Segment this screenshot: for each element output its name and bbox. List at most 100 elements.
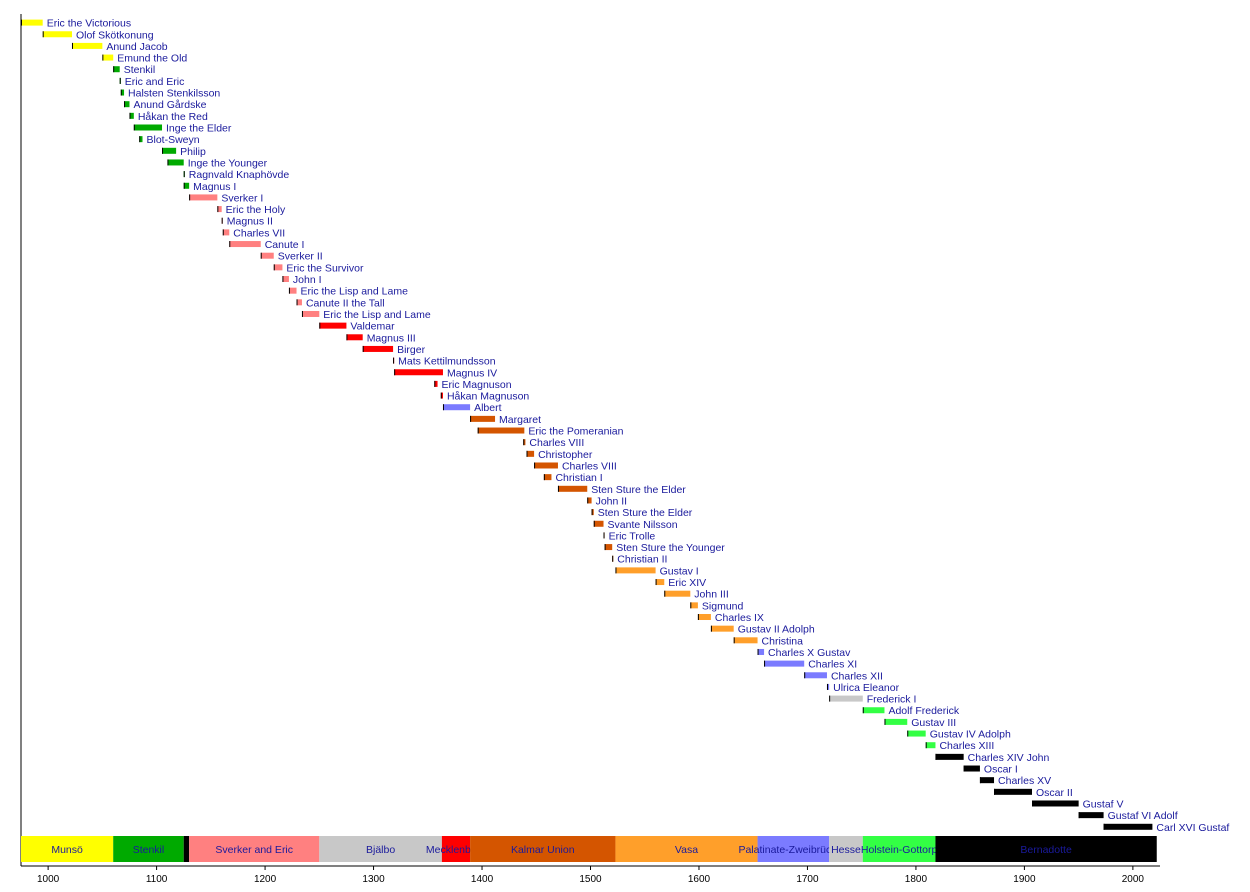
ruler-bar: [615, 567, 656, 574]
ruler-bar: [829, 695, 863, 702]
dynasty-band-label: Sverker and Eric: [215, 844, 293, 856]
ruler-label: Inge the Elder: [166, 122, 232, 134]
ruler-bar: [710, 625, 734, 632]
ruler-bar: [42, 31, 72, 38]
ruler-label: Eric Magnuson: [442, 379, 512, 391]
ruler-label: Christopher: [538, 449, 593, 461]
ruler-bar: [139, 136, 143, 143]
ruler-label: Magnus II: [227, 216, 273, 228]
ruler-bar: [543, 474, 552, 481]
ruler-bar-start-mark: [346, 334, 348, 341]
ruler-bar-start-mark: [319, 322, 321, 329]
ruler-bar-start-mark: [434, 380, 436, 387]
ruler-label: Christian II: [617, 554, 667, 566]
x-tick-label: 1600: [688, 874, 711, 885]
ruler-bar-start-mark: [288, 287, 290, 294]
ruler-bar: [346, 334, 363, 341]
ruler-label: Gustav IV Adolph: [930, 729, 1011, 741]
ruler-label: Gustav III: [911, 717, 956, 729]
ruler-label: Carl XVI Gustaf: [1156, 822, 1229, 834]
ruler-label: Gustaf VI Adolf: [1108, 810, 1178, 822]
ruler-bar: [21, 19, 43, 26]
ruler-label: Inge the Younger: [188, 157, 268, 169]
ruler-bar: [925, 742, 936, 749]
ruler-bar-start-mark: [183, 171, 185, 178]
ruler-label: Frederick I: [867, 694, 917, 706]
ruler-bar: [764, 660, 805, 667]
ruler-label: Halsten Stenkilsson: [128, 88, 220, 100]
ruler-label: Charles VIII: [562, 460, 617, 472]
ruler-label: Canute I: [265, 239, 305, 251]
ruler-label: Sten Sture the Younger: [616, 542, 725, 554]
dynasty-band-label: Stenkil: [133, 844, 165, 856]
ruler-label: Eric the Holy: [226, 204, 286, 216]
ruler-bar-start-mark: [477, 427, 479, 434]
dynasty-band-label: Hesse: [831, 844, 861, 856]
dynasty-band: [935, 836, 1157, 862]
ruler-label: Charles X Gustav: [768, 647, 851, 659]
ruler-label: Charles XI: [808, 659, 857, 671]
ruler-bar: [1103, 823, 1153, 830]
ruler-bar-start-mark: [593, 520, 595, 527]
x-tick-label: 1800: [905, 874, 928, 885]
ruler-bar: [593, 520, 604, 527]
ruler-bar-start-mark: [963, 765, 965, 772]
x-tick-label: 1100: [146, 874, 168, 885]
x-tick-label: 1500: [579, 874, 602, 885]
ruler-bar-start-mark: [362, 345, 364, 352]
ruler-label: John III: [694, 589, 728, 601]
ruler-bar-start-mark: [615, 567, 617, 574]
ruler-bar-start-mark: [710, 625, 712, 632]
ruler-bar-start-mark: [162, 147, 164, 154]
ruler-label: Birger: [397, 344, 426, 356]
ruler-bar: [229, 241, 261, 248]
dynasty-band-label: Vasa: [675, 844, 698, 856]
ruler-bar-start-mark: [260, 252, 262, 259]
ruler-bar: [282, 276, 289, 283]
ruler-bar: [183, 182, 190, 189]
ruler-bar-start-mark: [757, 648, 759, 655]
dynasty-band: [615, 836, 758, 862]
ruler-bar-start-mark: [764, 660, 766, 667]
ruler-bar: [733, 637, 758, 644]
ruler-bar-start-mark: [167, 159, 169, 166]
ruler-bar-start-mark: [826, 683, 828, 690]
ruler-bar: [124, 101, 130, 108]
x-axis-ticks: 1000 1100 1200 1300 1400 1500 1600 1700 1800 1900…: [37, 866, 1144, 885]
dynasty-band: [113, 836, 184, 862]
ruler-bar-start-mark: [804, 672, 806, 679]
ruler-label: Magnus III: [367, 332, 416, 344]
ruler-label: Svante Nilsson: [608, 519, 678, 531]
ruler-label: Sverker II: [278, 251, 323, 263]
ruler-label: Magnus I: [193, 181, 236, 193]
ruler-label: Oscar I: [984, 764, 1018, 776]
dynasty-band: [319, 836, 442, 862]
ruler-bar-start-mark: [217, 206, 219, 213]
ruler-bar-start-mark: [301, 310, 303, 317]
ruler-bar-start-mark: [543, 474, 545, 481]
ruler-bar-start-mark: [1103, 823, 1105, 830]
ruler-bar-start-mark: [664, 590, 666, 597]
x-tick-label: 1000: [37, 874, 60, 885]
ruler-bar: [434, 380, 438, 387]
ruler-bar: [664, 590, 691, 597]
dynasty-band-label: Bernadotte: [1020, 844, 1072, 856]
ruler-label: Emund the Old: [117, 53, 187, 65]
ruler-label: Sten Sture the Elder: [598, 507, 693, 519]
ruler-label: Anund Jacob: [106, 41, 167, 53]
ruler-label: Sten Sture the Elder: [591, 484, 686, 496]
ruler-label: Charles XIII: [939, 740, 994, 752]
ruler-bar: [994, 788, 1032, 795]
ruler-bar: [296, 299, 302, 306]
ruler-bar-start-mark: [534, 462, 536, 469]
ruler-label: Eric XIV: [668, 577, 706, 589]
dynasty-band-label: Munsö: [51, 844, 83, 856]
ruler-bar: [655, 579, 665, 586]
ruler-bar: [260, 252, 274, 259]
ruler-label: Eric the Lisp and Lame: [323, 309, 431, 321]
ruler-bar: [217, 206, 222, 213]
ruler-bar: [129, 112, 134, 119]
ruler-label: Ulrica Eleanor: [833, 682, 899, 694]
ruler-label: Eric the Pomeranian: [528, 426, 623, 438]
ruler-label: Charles XII: [831, 670, 883, 682]
